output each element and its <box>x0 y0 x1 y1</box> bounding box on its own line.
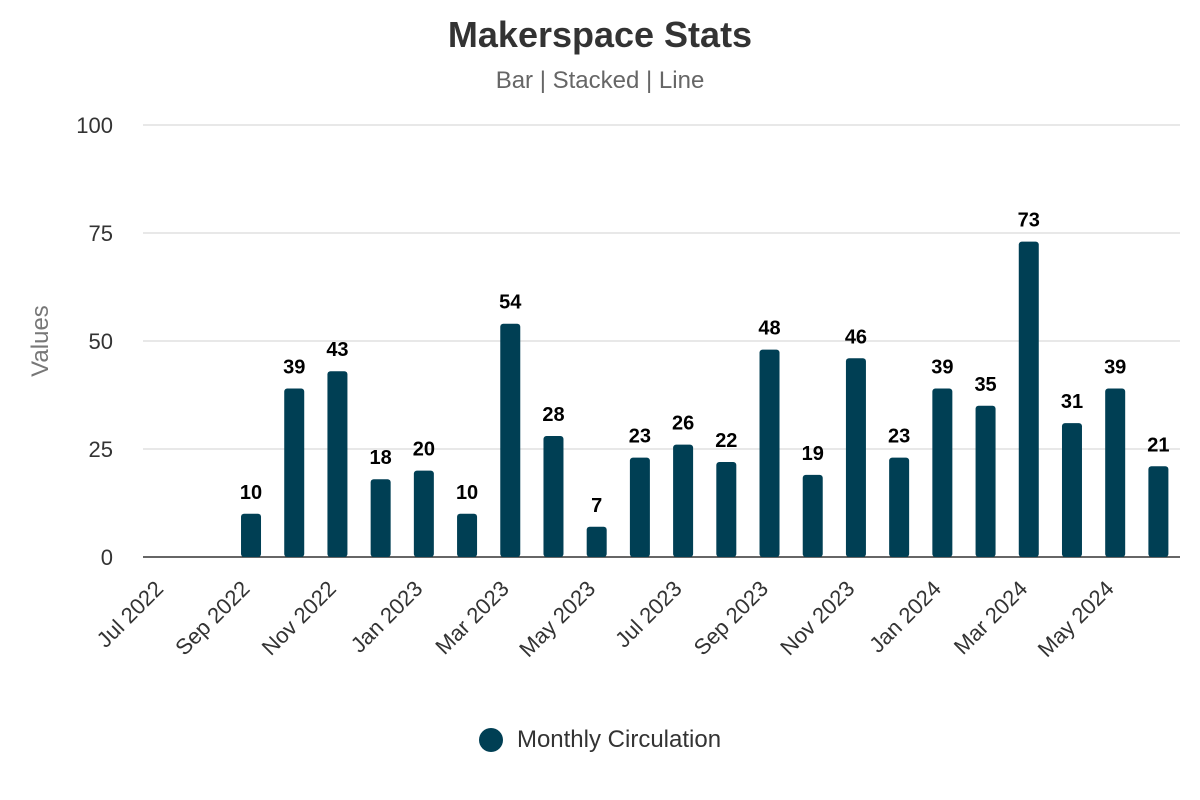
bar <box>1148 466 1169 557</box>
data-label: 26 <box>672 413 694 435</box>
y-tick-label: 50 <box>89 329 113 354</box>
data-label: 54 <box>499 292 522 314</box>
x-tick-label: Nov 2022 <box>257 576 341 660</box>
bar <box>1105 388 1126 557</box>
x-tick-label: Sep 2022 <box>170 576 254 660</box>
data-label: 7 <box>591 495 602 517</box>
bar <box>802 474 823 557</box>
data-label: 43 <box>326 339 348 361</box>
x-tick-label: Jul 2023 <box>610 576 687 653</box>
bar <box>457 513 478 557</box>
bar <box>586 526 607 557</box>
bar <box>370 479 391 557</box>
y-tick-label: 75 <box>89 221 113 246</box>
data-label: 23 <box>629 426 651 448</box>
data-label: 18 <box>370 447 392 469</box>
x-tick-label: Nov 2023 <box>775 576 859 660</box>
x-tick-label: Mar 2023 <box>430 576 513 659</box>
x-tick-label: Jan 2024 <box>864 576 946 658</box>
bar <box>629 457 650 557</box>
bar <box>284 388 305 557</box>
x-tick-label: Mar 2024 <box>949 576 1032 659</box>
data-label: 10 <box>456 482 478 504</box>
data-label: 19 <box>802 443 824 465</box>
data-label: 35 <box>974 374 996 396</box>
y-axis-label: Values <box>27 305 54 377</box>
bar <box>500 323 521 557</box>
data-label: 31 <box>1061 391 1083 413</box>
bar <box>975 405 996 557</box>
bar <box>673 444 694 557</box>
legend-swatch <box>478 728 503 752</box>
chart-subtitle: Bar | Stacked | Line <box>495 67 705 94</box>
bar <box>932 388 953 557</box>
bar <box>327 371 348 557</box>
y-tick-label: 100 <box>76 113 113 138</box>
data-label: 22 <box>715 430 737 452</box>
legend[interactable]: Monthly Circulation <box>0 726 1200 754</box>
data-label: 73 <box>1018 210 1040 232</box>
y-tick-label: 25 <box>89 437 113 462</box>
bar <box>1061 423 1082 557</box>
data-label: 48 <box>758 318 780 340</box>
data-label: 23 <box>888 426 910 448</box>
x-tick-label: Sep 2023 <box>689 576 773 660</box>
bar <box>759 349 780 557</box>
x-tick-label: Jul 2022 <box>92 576 169 653</box>
bar <box>1018 241 1039 557</box>
y-tick-label: 0 <box>101 545 113 570</box>
legend-label: Monthly Circulation <box>516 726 722 753</box>
data-label: 46 <box>845 326 867 348</box>
chart-title: Makerspace Stats <box>447 14 753 55</box>
bar <box>543 436 564 557</box>
data-label: 39 <box>283 357 305 379</box>
data-label: 28 <box>542 404 564 426</box>
bar <box>241 513 262 557</box>
bar <box>889 457 910 557</box>
data-label: 20 <box>413 439 435 461</box>
x-tick-label: May 2024 <box>1033 576 1119 662</box>
bar <box>716 461 737 557</box>
bar <box>413 470 434 557</box>
x-tick-label: May 2023 <box>514 576 600 662</box>
data-label: 21 <box>1147 434 1169 456</box>
data-label: 39 <box>1104 357 1126 379</box>
x-tick-label: Jan 2023 <box>346 576 428 658</box>
bar <box>845 358 866 557</box>
data-label: 39 <box>931 357 953 379</box>
data-label: 10 <box>240 482 262 504</box>
